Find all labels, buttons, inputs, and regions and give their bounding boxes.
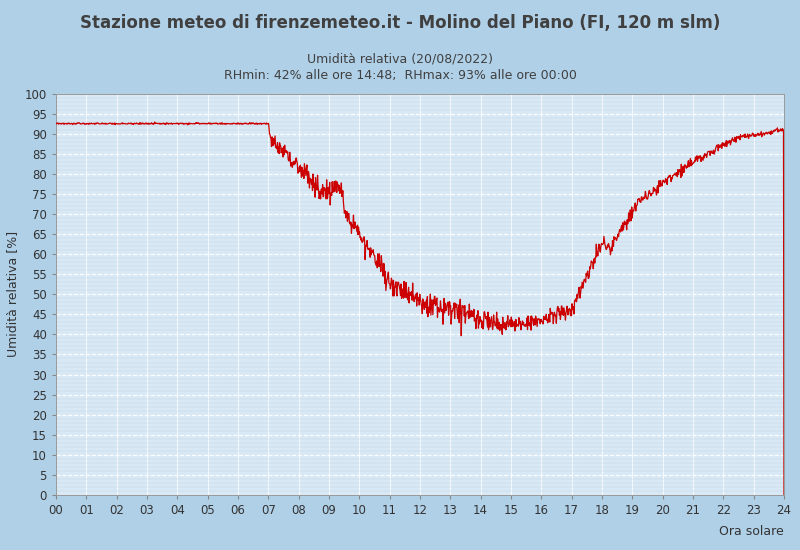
Text: RHmin: 42% alle ore 14:48;  RHmax: 93% alle ore 00:00: RHmin: 42% alle ore 14:48; RHmax: 93% al…: [223, 69, 577, 82]
Text: Umidità relativa (20/08/2022): Umidità relativa (20/08/2022): [307, 52, 493, 65]
Y-axis label: Umidità relativa [%]: Umidità relativa [%]: [6, 231, 19, 358]
Text: Stazione meteo di firenzemeteo.it - Molino del Piano (FI, 120 m slm): Stazione meteo di firenzemeteo.it - Moli…: [80, 14, 720, 32]
Text: Ora solare: Ora solare: [719, 525, 784, 538]
